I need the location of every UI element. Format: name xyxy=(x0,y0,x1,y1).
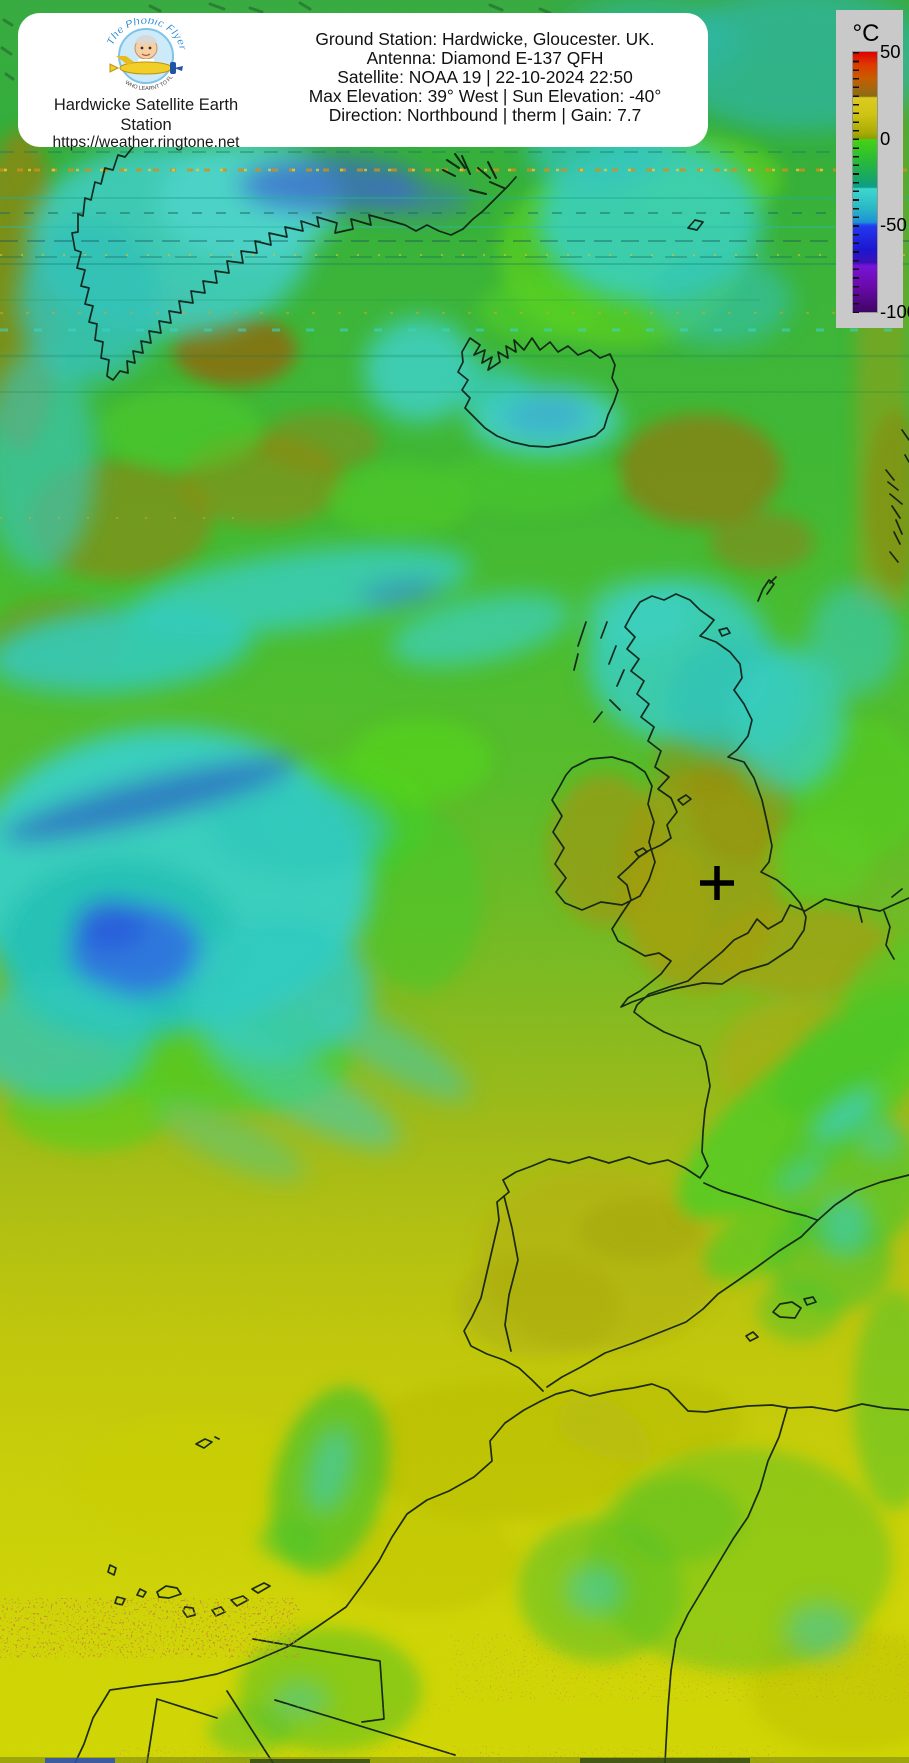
scale-unit-label: °C xyxy=(852,20,880,47)
ground-station-line: Ground Station: Hardwicke, Gloucester. U… xyxy=(315,29,655,49)
header-info-box: The Phobic Flyer WHO LEARNT TO FLY Hardw… xyxy=(18,13,708,151)
colorbar-ticks xyxy=(853,52,859,313)
pass-details: Ground Station: Hardwicke, Gloucester. U… xyxy=(270,30,700,125)
station-identity: The Phobic Flyer WHO LEARNT TO FLY Hardw… xyxy=(26,15,266,152)
direction-line: Direction: Northbound | therm | Gain: 7.… xyxy=(328,105,642,125)
station-logo: The Phobic Flyer WHO LEARNT TO FLY xyxy=(94,18,189,92)
satellite-line: Satellite: NOAA 19 | 22-10-2024 22:50 xyxy=(337,67,633,87)
temperature-scale-panel: °C 50 0 -50 -100 xyxy=(836,10,909,328)
elevation-line: Max Elevation: 39° West | Sun Elevation:… xyxy=(308,86,662,106)
station-url: https://weather.ringtone.net xyxy=(52,134,240,151)
station-name-line1: Hardwicke Satellite Earth xyxy=(53,96,239,114)
scale-label-0: 0 xyxy=(880,128,891,149)
scale-label-50: 50 xyxy=(880,41,901,62)
antenna-line: Antenna: Diamond E-137 QFH xyxy=(366,48,604,68)
station-name-line2: Station xyxy=(120,116,172,134)
scale-label-neg100: -100 xyxy=(880,301,909,322)
ground-station-marker xyxy=(700,866,734,900)
scale-label-neg50: -50 xyxy=(880,214,907,235)
